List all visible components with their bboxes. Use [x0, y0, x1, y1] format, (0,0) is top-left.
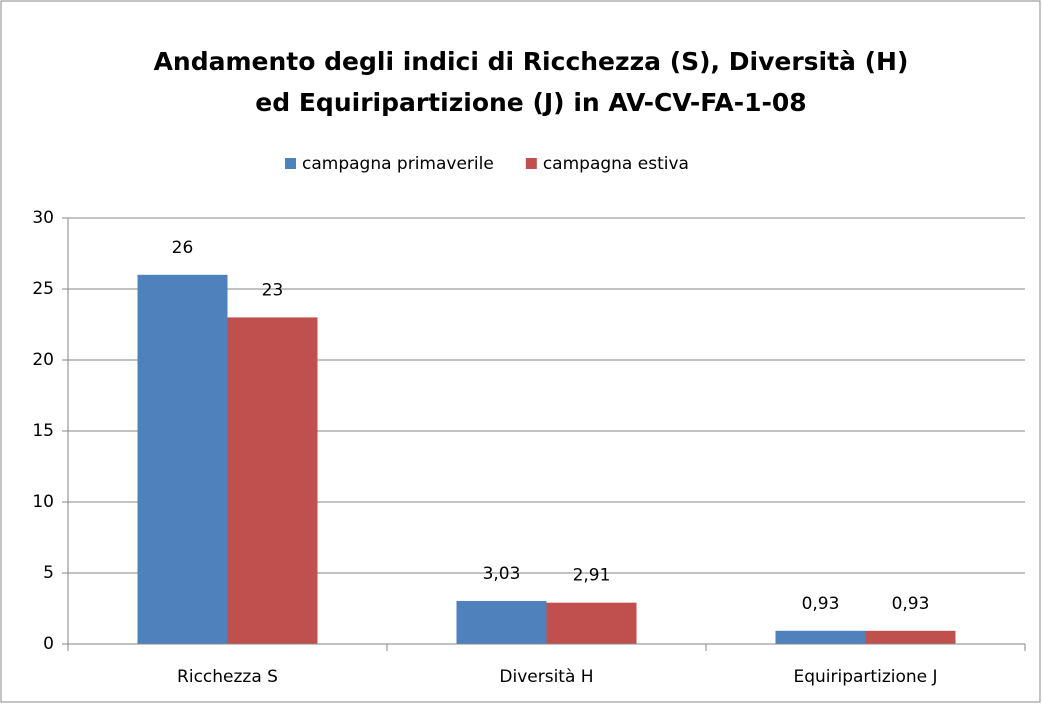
chart-title: ed Equiripartizione (J) in AV-CV-FA-1-08: [255, 88, 806, 117]
legend-label: campagna estiva: [543, 154, 689, 174]
bar: [546, 602, 637, 644]
y-tick-label: 25: [32, 279, 54, 299]
legend-label: campagna primaverile: [302, 154, 494, 174]
y-tick-label: 5: [43, 563, 54, 583]
y-tick-label: 20: [32, 350, 54, 370]
value-label: 0,93: [892, 594, 930, 614]
bar: [865, 630, 956, 644]
x-tick-label: Equiripartizione J: [793, 667, 937, 687]
bar: [227, 317, 318, 644]
bar: [456, 600, 547, 644]
y-tick-label: 15: [32, 421, 54, 441]
value-label: 3,03: [483, 564, 521, 584]
legend-swatch: [285, 158, 296, 169]
chart-title: Andamento degli indici di Ricchezza (S),…: [154, 47, 909, 76]
legend-swatch: [525, 158, 537, 169]
y-tick-label: 0: [43, 634, 54, 654]
x-tick-label: Diversità H: [499, 667, 593, 687]
y-tick-label: 10: [32, 492, 54, 512]
bar: [137, 274, 228, 644]
value-label: 26: [172, 238, 194, 258]
value-label: 0,93: [802, 594, 840, 614]
value-label: 2,91: [573, 566, 611, 586]
value-label: 23: [262, 280, 284, 300]
x-tick-label: Ricchezza S: [177, 667, 278, 687]
y-tick-label: 30: [32, 208, 54, 228]
bar: [775, 630, 866, 644]
